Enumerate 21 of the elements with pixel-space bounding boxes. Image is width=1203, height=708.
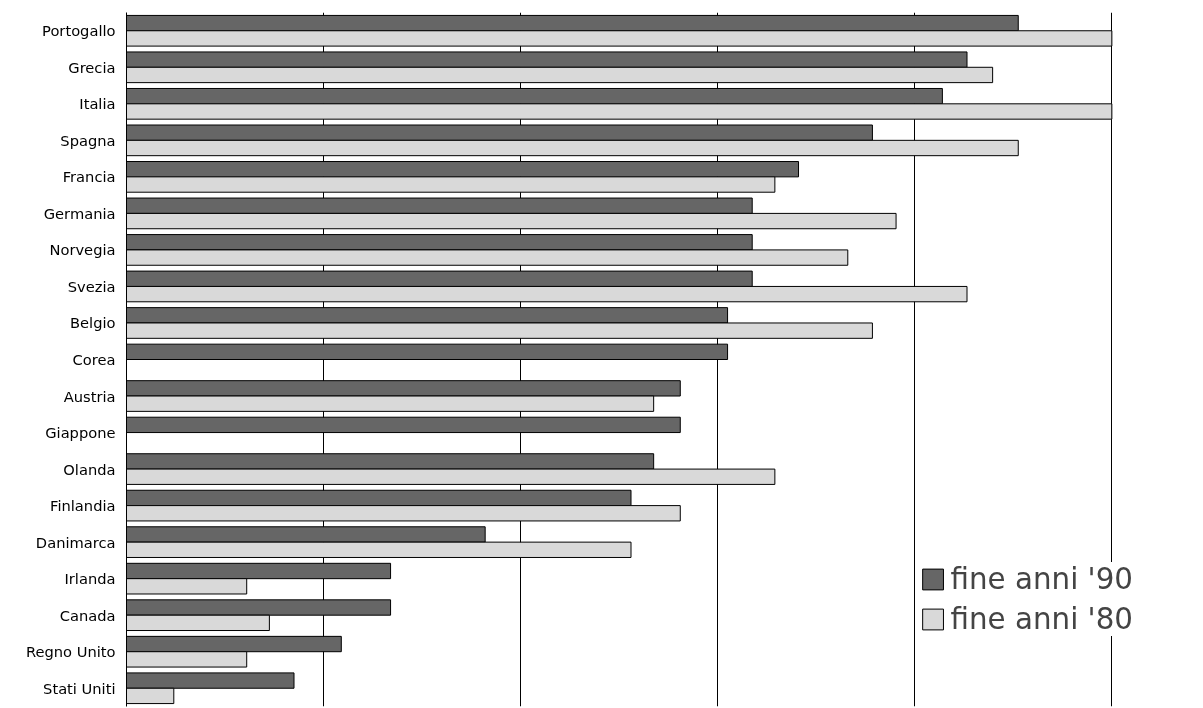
y-tick-label: Giappone	[45, 424, 116, 442]
y-tick-label: Germania	[43, 204, 116, 222]
legend-label: fine anni '90	[950, 562, 1133, 596]
y-tick-label: Irlanda	[64, 570, 116, 588]
legend-label: fine anni '80	[950, 602, 1133, 636]
y-tick-label: Corea	[72, 351, 116, 368]
y-tick-label: Francia	[62, 168, 116, 186]
y-tick-label: Portogallo	[42, 22, 116, 40]
y-tick-label: Finlandia	[50, 497, 116, 515]
y-tick-label: Italia	[79, 95, 116, 113]
y-tick-label: Austria	[63, 387, 116, 405]
y-tick-label: Norvegia	[49, 241, 116, 259]
y-tick-label: Svezia	[67, 277, 116, 295]
y-tick-label: Regno Unito	[25, 643, 116, 661]
y-tick-label: Spagna	[60, 131, 116, 149]
y-tick-label: Belgio	[70, 314, 116, 332]
y-tick-label: Danimarca	[35, 533, 116, 551]
y-tick-label: Grecia	[68, 58, 116, 76]
y-tick-label: Stati Uniti	[43, 679, 116, 697]
y-tick-label: Canada	[59, 606, 116, 624]
y-tick-label: Olanda	[63, 460, 116, 478]
